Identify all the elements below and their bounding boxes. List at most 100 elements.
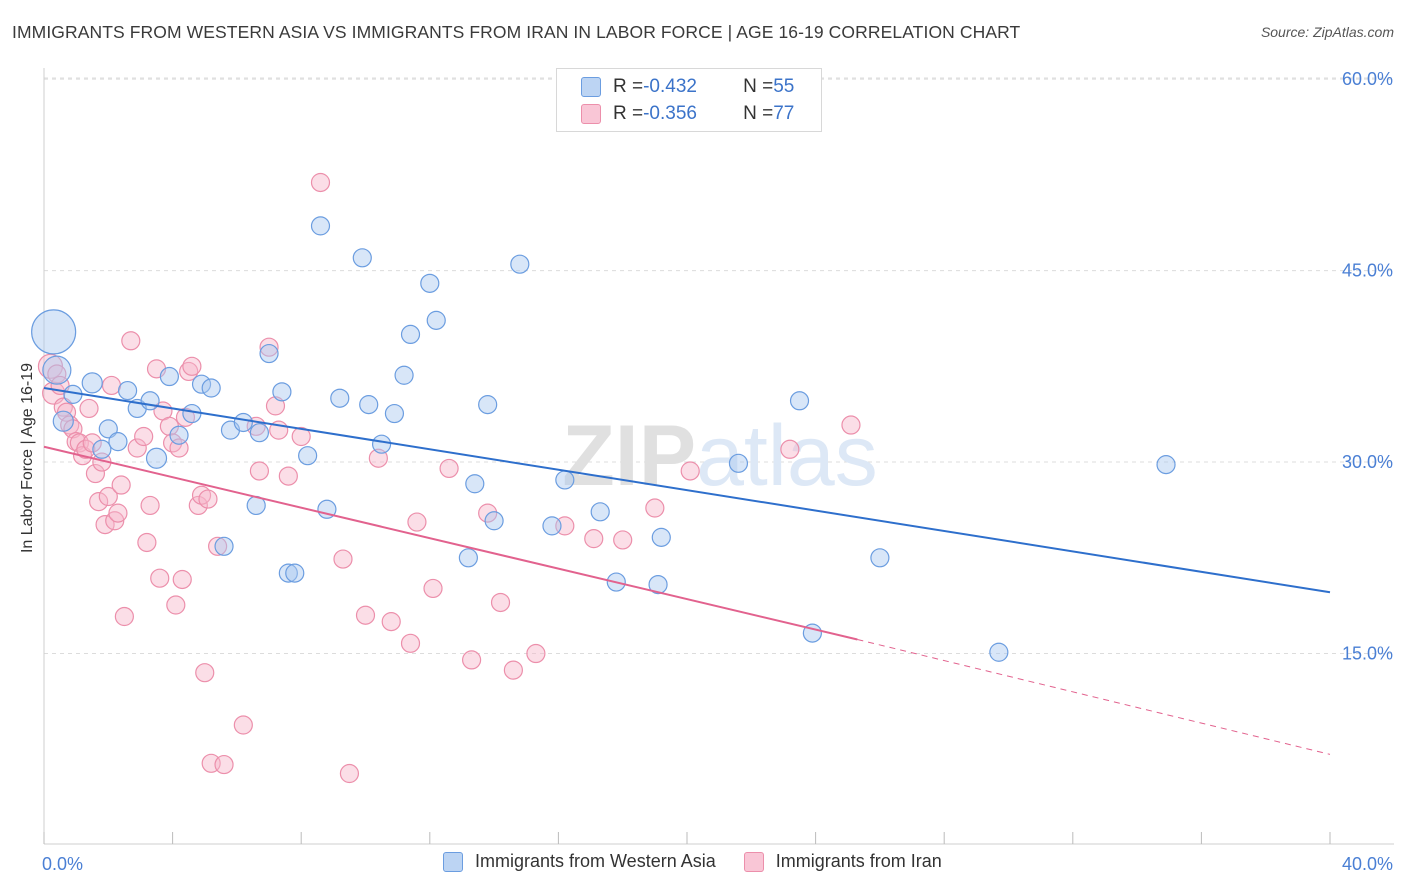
iran-point — [195, 663, 215, 683]
legend-item-iran: Immigrants from Iran — [743, 851, 942, 872]
western-asia-point — [259, 343, 279, 364]
iran-point — [645, 498, 665, 518]
iran-point — [526, 643, 546, 664]
western-asia-point — [191, 374, 212, 394]
iran-point — [478, 503, 498, 523]
western-asia-point — [182, 403, 202, 424]
western-asia-point — [31, 309, 77, 355]
legend-r-value: -0.432 — [643, 76, 697, 97]
iran-point — [198, 489, 218, 509]
iran-point — [310, 172, 331, 193]
iran-point — [259, 337, 279, 357]
western-asia-point — [285, 563, 305, 583]
blue-swatch — [443, 851, 463, 872]
watermark: ZIPatlas — [562, 408, 877, 504]
iran-point — [79, 398, 99, 419]
legend-r-value: -0.356 — [643, 103, 697, 124]
western-asia-point — [249, 423, 270, 443]
iran-point — [82, 433, 102, 453]
iran-point — [407, 512, 427, 532]
y-tick-label: 15.0% — [1342, 644, 1393, 664]
legend-n-value: 55 — [773, 76, 795, 97]
iran-point — [249, 461, 270, 481]
western-asia-point — [92, 439, 112, 459]
y-tick-label: 45.0% — [1342, 261, 1393, 281]
iran-point — [841, 415, 861, 435]
iran-point — [333, 549, 353, 569]
western-asia-point — [1156, 455, 1176, 475]
iran-point — [381, 612, 401, 632]
iran-point — [89, 492, 109, 512]
iran-point — [584, 529, 604, 549]
western-asia-point — [317, 499, 337, 519]
chart-title: IMMIGRANTS FROM WESTERN ASIA VS IMMIGRAN… — [12, 22, 1021, 42]
western-asia-point — [159, 366, 179, 387]
blue-swatch — [581, 77, 601, 97]
western-asia-point — [870, 548, 890, 568]
iran-point — [111, 475, 131, 495]
western-asia-point — [555, 470, 575, 490]
western-asia-point — [42, 355, 72, 385]
legend-n-value: 77 — [773, 103, 795, 124]
legend-n-label: N = — [743, 103, 774, 124]
western-asia-point — [272, 382, 292, 402]
iran-point — [233, 715, 253, 735]
western-asia-point — [352, 248, 372, 268]
iran-point — [95, 514, 115, 535]
iran-point — [613, 530, 633, 550]
iran-point — [461, 650, 482, 670]
iran-point — [108, 503, 128, 523]
western-asia-point — [648, 574, 668, 595]
western-asia-points — [31, 216, 1176, 662]
iran-point — [490, 592, 511, 613]
western-asia-point — [214, 536, 234, 556]
iran-point — [179, 361, 199, 382]
western-asia-point — [542, 516, 562, 536]
legend-item-label: Immigrants from Iran — [775, 851, 942, 871]
iran-point — [127, 438, 147, 458]
pink-swatch — [743, 851, 764, 872]
iran-point — [166, 595, 186, 615]
y-tick-label: 30.0% — [1342, 452, 1393, 472]
iran-point — [400, 633, 421, 653]
western-asia-point — [81, 372, 103, 394]
iran-point — [121, 331, 141, 351]
iran-point — [339, 763, 360, 784]
legend-row-iran: R = -0.356 N = 77 — [581, 102, 794, 126]
iran-point — [423, 578, 443, 599]
iran-point — [66, 432, 86, 452]
western-asia-point — [384, 403, 405, 424]
western-asia-point — [458, 548, 478, 568]
iran-point — [98, 486, 118, 507]
iran-points — [37, 172, 861, 784]
western-asia-point — [145, 447, 168, 469]
iran-point — [214, 754, 234, 775]
series-legend: Immigrants from Western Asia Immigrants … — [443, 851, 970, 872]
western-asia-point — [52, 410, 74, 432]
western-asia-point — [98, 419, 118, 439]
western-asia-point — [651, 527, 671, 547]
western-asia-point — [169, 425, 189, 445]
iran-point — [101, 375, 122, 396]
iran-point — [172, 569, 192, 590]
pink-swatch — [581, 104, 601, 124]
western-asia-point — [590, 502, 610, 522]
stats-legend: R = -0.432 N = 55 R = -0.356 N = 77 — [556, 68, 822, 132]
western-asia-point — [510, 254, 530, 274]
western-asia-point — [278, 563, 298, 583]
iran-point — [150, 568, 170, 588]
iran-point — [85, 463, 106, 484]
iran-point — [208, 536, 228, 556]
western-asia-point — [465, 474, 485, 494]
western-asia-point — [426, 310, 446, 330]
x-tick-label: 0.0% — [42, 854, 83, 874]
iran-point — [680, 461, 700, 481]
western-asia-point — [117, 380, 138, 401]
iran-point — [140, 495, 160, 516]
legend-row-western-asia: R = -0.432 N = 55 — [581, 75, 794, 99]
source-label: Source: ZipAtlas.com — [1260, 24, 1394, 40]
iran-point — [47, 364, 67, 384]
grid-lines — [44, 77, 1394, 655]
western-asia-point — [394, 365, 414, 385]
